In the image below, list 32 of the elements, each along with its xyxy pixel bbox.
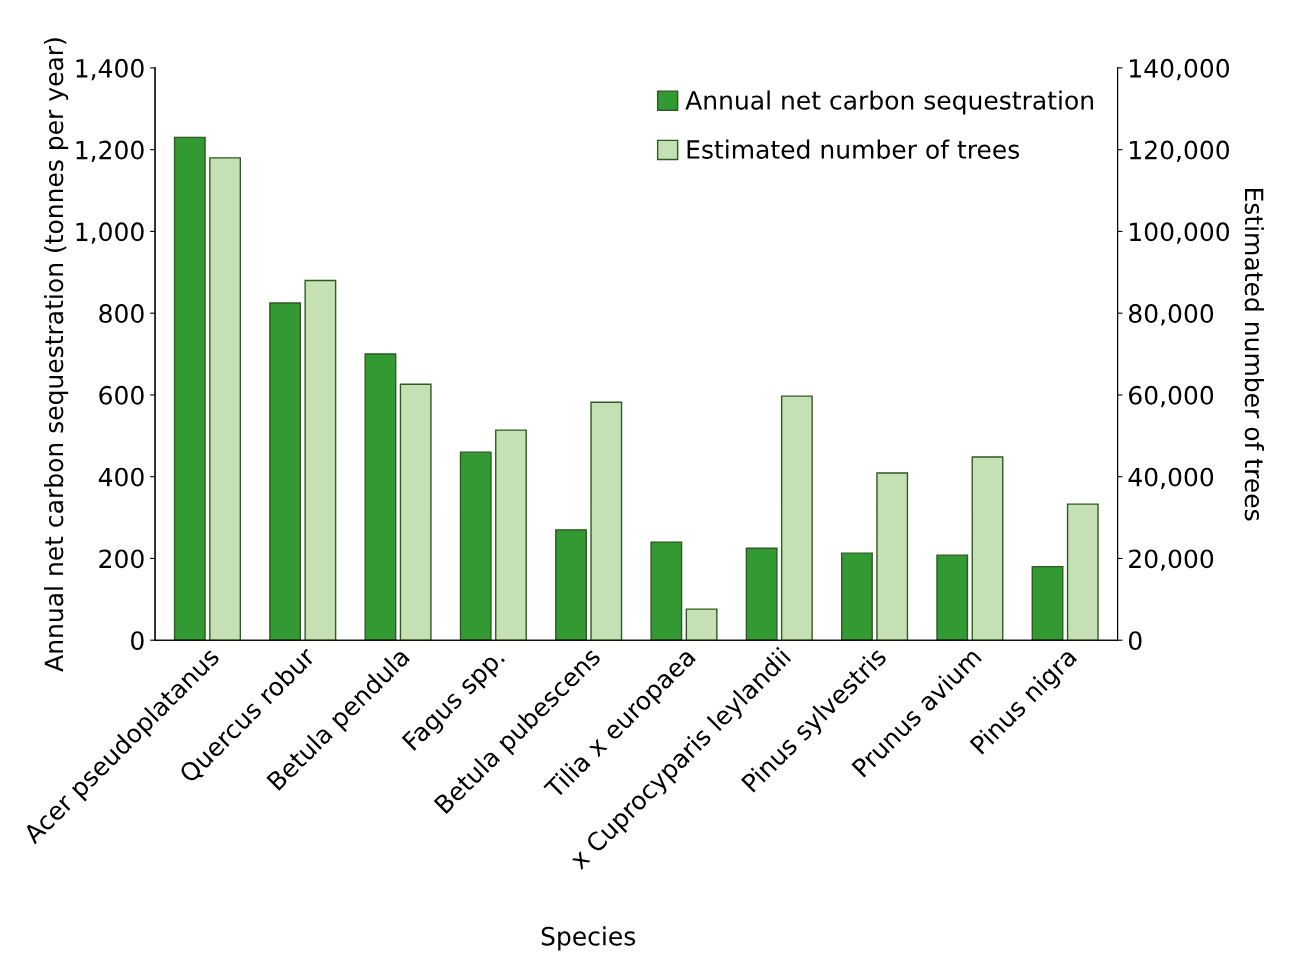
y-tick-label: 0 <box>131 631 144 651</box>
y-tick-label: 1,200 <box>76 140 144 163</box>
y2-tick-label: 100,000 <box>1130 222 1230 244</box>
bar <box>209 157 242 641</box>
y2-tick-label: 40,000 <box>1128 467 1214 490</box>
y-tick-label: 600 <box>99 385 144 405</box>
y-tick-label: 1,000 <box>76 222 144 244</box>
y2-tick-label: 80,000 <box>1129 304 1214 326</box>
y2-axis-title: Estimated number of trees <box>1244 188 1265 521</box>
y-tick-label: 400 <box>98 467 144 487</box>
y2-tick-label: 20,000 <box>1129 549 1214 571</box>
y-axis-title: Annual net carbon sequestration (tonnes per year) <box>44 38 69 672</box>
bar <box>590 401 623 641</box>
y-tick-label: 200 <box>99 549 144 569</box>
bar <box>650 541 683 641</box>
bar <box>173 136 206 641</box>
y2-tick-label: 140,000 <box>1130 58 1230 81</box>
bar <box>840 552 873 641</box>
y-tick-label: 1,400 <box>76 58 144 81</box>
bar <box>876 472 909 641</box>
legend-label: Estimated number of trees <box>687 139 1020 159</box>
bar <box>971 456 1004 641</box>
bar <box>495 429 527 641</box>
y2-tick-label: 0 <box>1128 631 1142 651</box>
bar <box>459 451 492 641</box>
bar <box>555 529 587 641</box>
bar <box>780 395 813 641</box>
legend-label: Annual net carbon sequestration <box>685 90 1093 115</box>
y2-tick-label: 60,000 <box>1129 385 1214 408</box>
y-tick-label: 800 <box>99 304 144 324</box>
y2-tick-label: 120,000 <box>1130 140 1230 163</box>
x-axis-title: Species <box>541 926 636 951</box>
